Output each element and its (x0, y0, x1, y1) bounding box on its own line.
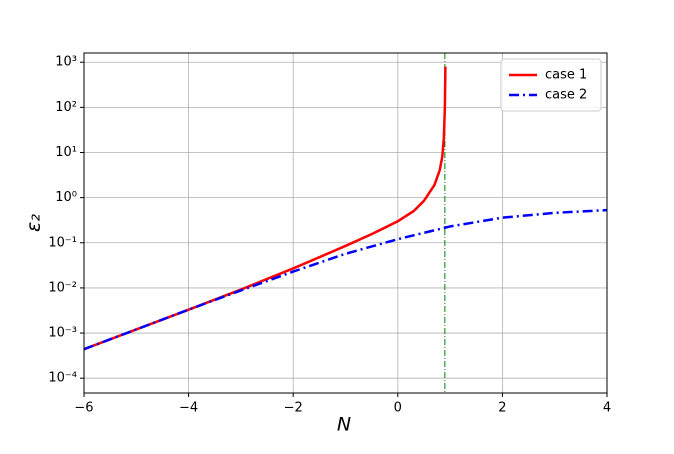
series-line (83, 66, 447, 351)
x-tick-label: −4 (179, 401, 198, 416)
series-line (83, 208, 608, 351)
x-tick-label: 2 (498, 401, 506, 416)
x-tick-label: −2 (284, 401, 303, 416)
plot-frame (83, 52, 608, 394)
legend-label: case 1 (545, 68, 587, 83)
y-tick-label: 10⁰ (55, 190, 77, 205)
legend-label: case 2 (545, 88, 587, 103)
y-tick-label: 10⁻³ (48, 326, 77, 341)
x-tick-label: 0 (394, 401, 402, 416)
y-tick-label: 10² (55, 100, 77, 115)
x-tick-label: −6 (74, 401, 93, 416)
y-tick-label: 10⁻¹ (48, 235, 77, 250)
legend-box (500, 58, 602, 112)
x-axis-label: N (337, 414, 351, 436)
y-tick-label: 10³ (55, 55, 77, 70)
y-tick-label: 10⁻² (48, 280, 77, 295)
y-tick-label: 10⁻⁴ (48, 371, 77, 386)
y-tick-label: 10¹ (55, 145, 77, 160)
y-axis-label: ε₂ (23, 214, 45, 232)
x-tick-label: 4 (603, 401, 611, 416)
